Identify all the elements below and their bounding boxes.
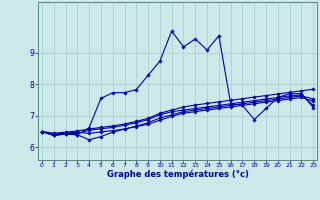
X-axis label: Graphe des températures (°c): Graphe des températures (°c)	[107, 170, 249, 179]
